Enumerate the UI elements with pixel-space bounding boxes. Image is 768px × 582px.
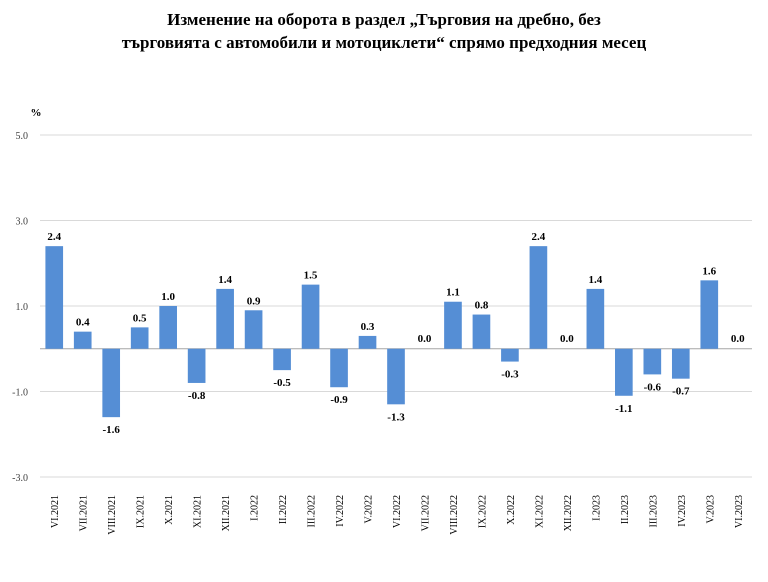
chart-title-line-1: Изменение на оборота в раздел „Търговия … bbox=[167, 10, 601, 29]
data-label: -0.7 bbox=[672, 386, 690, 398]
x-tick-label: VI.2022 bbox=[392, 495, 403, 528]
x-tick-label: IX.2022 bbox=[477, 495, 488, 528]
data-label: 1.0 bbox=[161, 291, 175, 303]
x-tick-label: X.2021 bbox=[164, 495, 175, 525]
bar bbox=[73, 331, 92, 349]
x-tick-label: II.2023 bbox=[620, 495, 631, 524]
bar bbox=[330, 348, 348, 388]
x-tick-label: VIII.2021 bbox=[107, 495, 118, 535]
data-label: 0.0 bbox=[418, 333, 432, 345]
bar bbox=[273, 348, 291, 371]
data-label: 2.4 bbox=[532, 231, 546, 243]
y-tick-label: 5.0 bbox=[16, 131, 29, 142]
x-tick-label: VI.2023 bbox=[734, 495, 745, 528]
bar bbox=[130, 327, 149, 349]
bar bbox=[671, 348, 690, 379]
data-label: -0.9 bbox=[330, 394, 348, 406]
y-axis-unit-label: % bbox=[31, 107, 42, 119]
x-tick-label: X.2022 bbox=[506, 495, 517, 525]
y-tick-label: 1.0 bbox=[16, 302, 29, 313]
data-label: 1.6 bbox=[702, 265, 716, 277]
x-tick-label: I.2022 bbox=[250, 495, 261, 521]
data-label: 0.9 bbox=[247, 295, 261, 307]
data-label: 1.1 bbox=[446, 287, 460, 299]
data-label: -0.3 bbox=[501, 369, 519, 381]
bar bbox=[700, 280, 719, 349]
bar bbox=[586, 288, 605, 349]
data-label: -0.6 bbox=[644, 381, 662, 393]
bar bbox=[187, 348, 206, 383]
x-tick-label: V.2022 bbox=[364, 495, 375, 523]
data-label: -1.3 bbox=[387, 411, 405, 423]
bar bbox=[216, 288, 234, 349]
data-label: -0.8 bbox=[188, 390, 206, 402]
x-tick-label: XII.2022 bbox=[563, 495, 574, 531]
x-tick-label: IV.2022 bbox=[335, 495, 346, 527]
bar bbox=[529, 246, 548, 349]
y-tick-label: -1.0 bbox=[12, 388, 28, 399]
data-label: 1.5 bbox=[304, 270, 318, 282]
data-label: 1.4 bbox=[218, 274, 232, 286]
bar bbox=[45, 246, 64, 349]
data-label: 0.4 bbox=[76, 317, 90, 329]
x-tick-label: III.2023 bbox=[648, 495, 659, 528]
gridlines bbox=[40, 134, 752, 478]
data-label: 0.0 bbox=[731, 333, 745, 345]
chart-title: Изменение на оборота в раздел „Търговия … bbox=[0, 8, 768, 54]
bar bbox=[444, 301, 462, 349]
x-tick-label: I.2023 bbox=[591, 495, 602, 521]
x-tick-label: III.2022 bbox=[307, 495, 318, 528]
bar bbox=[501, 348, 519, 362]
data-label: -0.5 bbox=[273, 377, 291, 389]
x-tick-label: IX.2021 bbox=[136, 495, 147, 528]
x-tick-label: VII.2022 bbox=[420, 495, 431, 531]
x-tick-label: V.2023 bbox=[705, 495, 716, 523]
x-tick-label: VII.2021 bbox=[79, 495, 90, 531]
bar bbox=[301, 284, 320, 349]
x-tick-label: XII.2021 bbox=[221, 495, 232, 531]
bar bbox=[643, 348, 662, 375]
x-tick-label: VIII.2022 bbox=[449, 495, 460, 535]
tick-labels: 5.0 3.0 1.0 -1.0 -3.0% VI.2021 VII.2021 VIII.20… bbox=[12, 107, 745, 535]
data-label: -1.1 bbox=[615, 403, 632, 415]
bar bbox=[387, 348, 405, 405]
bar bbox=[615, 348, 633, 396]
data-label: 0.3 bbox=[361, 321, 375, 333]
bar bbox=[244, 310, 263, 349]
bar bbox=[358, 335, 377, 349]
bars bbox=[45, 246, 719, 418]
x-tick-label: VI.2021 bbox=[50, 495, 61, 528]
bar bbox=[102, 348, 121, 418]
data-label: 2.4 bbox=[47, 231, 61, 243]
data-label: 1.4 bbox=[588, 274, 602, 286]
x-tick-label: XI.2021 bbox=[193, 495, 204, 528]
bar bbox=[159, 306, 177, 349]
data-labels: 2.4 0.4 -1.6 0.5 1.0 -0.8 1.4 0.9 -0.5 1.5 -0.9 0.3… bbox=[47, 231, 745, 436]
data-label: 0.0 bbox=[560, 333, 574, 345]
data-label: 0.5 bbox=[133, 312, 147, 324]
x-tick-label: IV.2023 bbox=[677, 495, 688, 527]
x-tick-label: XI.2022 bbox=[534, 495, 545, 528]
bar bbox=[472, 314, 491, 349]
data-label: 0.8 bbox=[475, 300, 489, 312]
x-tick-label: II.2022 bbox=[278, 495, 289, 524]
y-tick-label: 3.0 bbox=[16, 217, 29, 228]
data-label: -1.6 bbox=[102, 424, 120, 436]
y-tick-label: -3.0 bbox=[12, 473, 28, 484]
chart-title-line-2: търговията с автомобили и мотоциклети“ с… bbox=[121, 33, 647, 52]
